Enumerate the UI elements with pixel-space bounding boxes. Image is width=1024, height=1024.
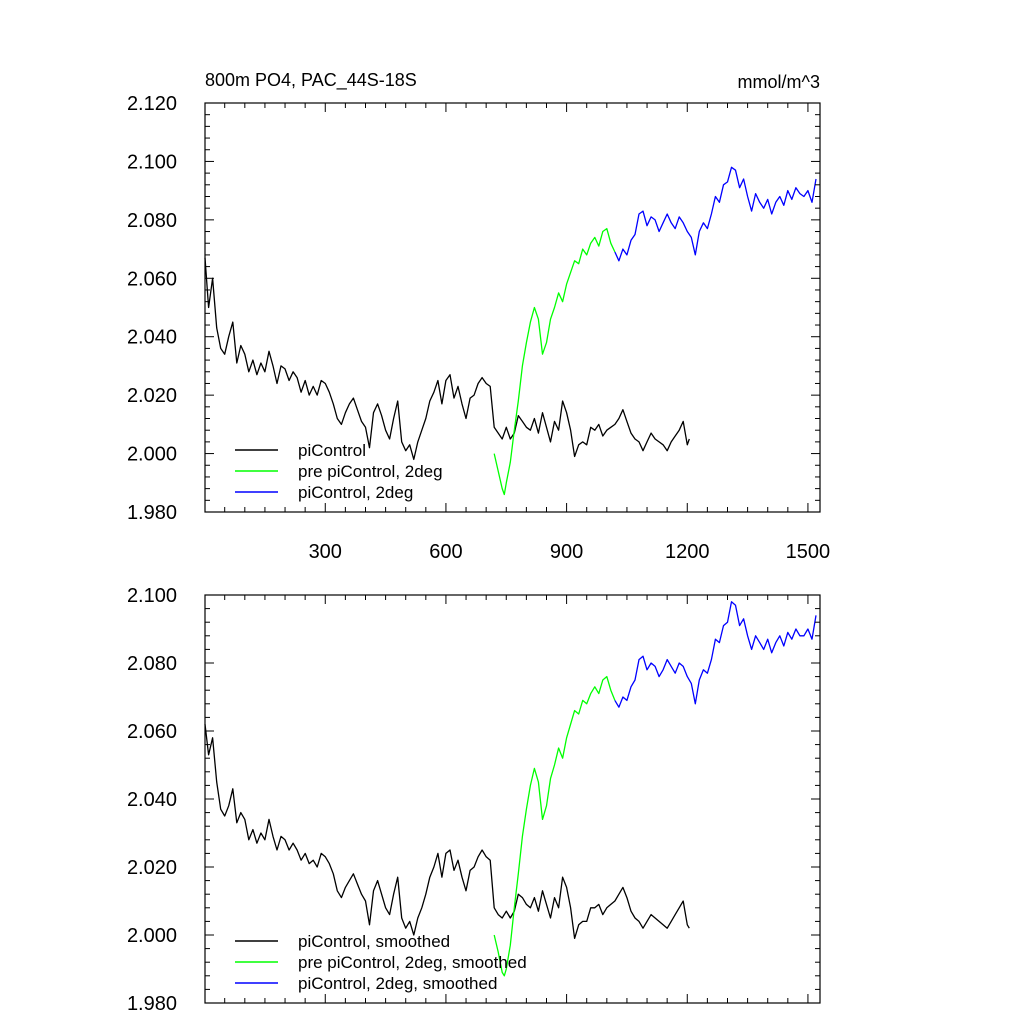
y-tick-label: 2.060 [127, 721, 177, 743]
series-line [204, 257, 690, 461]
x-tick-label: 900 [550, 541, 583, 563]
legend-label: piControl, smoothed [298, 932, 450, 951]
chart-panel-smoothed: 1.980 2.000 2.020 2.040 2.060 2.080 2.10… [127, 585, 821, 1015]
legend-item: pre piControl, 2deg [235, 462, 443, 481]
series-line [614, 166, 817, 262]
x-tick-labels: 300 600 900 1200 1500 [309, 541, 831, 563]
y-tick-label: 2.000 [127, 925, 177, 947]
series-line [493, 675, 616, 977]
y-tick-label: 2.060 [127, 268, 177, 290]
legend: piControl, smoothed pre piControl, 2deg,… [235, 932, 527, 993]
legend-item: piControl, smoothed [235, 932, 450, 951]
y-tick-label: 2.100 [127, 151, 177, 173]
y-tick-label: 1.980 [127, 993, 177, 1015]
legend-item: pre piControl, 2deg, smoothed [235, 953, 527, 972]
y-tick-label: 2.040 [127, 327, 177, 349]
y-tick-label: 2.000 [127, 444, 177, 466]
legend-label: pre piControl, 2deg [298, 462, 443, 481]
series-line [493, 227, 616, 496]
y-tick-label: 2.020 [127, 385, 177, 407]
y-tick-label: 2.020 [127, 857, 177, 879]
y-tick-label: 2.100 [127, 585, 177, 607]
ticks-layer [205, 102, 820, 513]
y-tick-label: 2.080 [127, 210, 177, 232]
series-layer [204, 601, 817, 977]
y-tick-label: 2.040 [127, 789, 177, 811]
y-tick-label: 2.120 [127, 93, 177, 115]
x-tick-label: 1500 [786, 541, 831, 563]
legend-label: piControl, 2deg, smoothed [298, 974, 497, 993]
chart-panel-raw: 800m PO4, PAC_44S-18S mmol/m^3 1.980 2.0… [127, 70, 830, 563]
series-line [614, 601, 817, 708]
series-line [204, 724, 690, 940]
legend-item: piControl, 2deg [235, 483, 413, 502]
plot-frame [204, 102, 821, 513]
units-label: mmol/m^3 [738, 72, 820, 92]
x-tick-label: 300 [309, 541, 342, 563]
y-tick-labels: 1.980 2.000 2.020 2.040 2.060 2.080 2.10… [127, 585, 177, 1015]
legend-label: piControl, 2deg [298, 483, 413, 502]
series-layer [204, 166, 817, 496]
x-tick-label: 600 [429, 541, 462, 563]
y-tick-label: 1.980 [127, 502, 177, 524]
legend-label: pre piControl, 2deg, smoothed [298, 953, 527, 972]
ticks-layer [205, 594, 820, 1004]
legend: piControl pre piControl, 2deg piControl,… [235, 441, 443, 502]
y-tick-labels: 1.980 2.000 2.020 2.040 2.060 2.080 2.10… [127, 93, 177, 524]
chart-title: 800m PO4, PAC_44S-18S [205, 70, 417, 91]
legend-item: piControl [235, 441, 366, 460]
legend-label: piControl [298, 441, 366, 460]
y-tick-label: 2.080 [127, 653, 177, 675]
x-tick-label: 1200 [665, 541, 710, 563]
legend-item: piControl, 2deg, smoothed [235, 974, 497, 993]
